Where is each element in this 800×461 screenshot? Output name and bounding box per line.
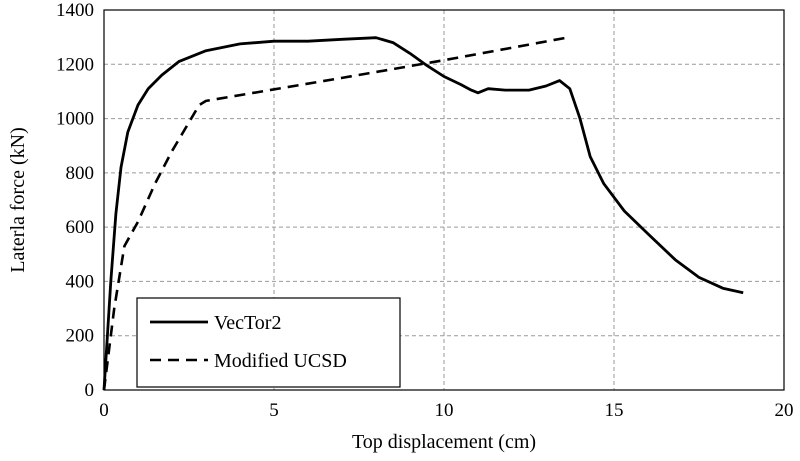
y-tick-label: 1200	[56, 54, 94, 75]
y-tick-label: 200	[66, 326, 95, 347]
y-tick-label: 800	[66, 163, 95, 184]
x-tick-label: 5	[269, 400, 279, 421]
x-axis-title: Top displacement (cm)	[352, 431, 536, 453]
y-tick-label: 600	[66, 217, 95, 238]
legend-label-vector2: VecTor2	[214, 312, 281, 334]
x-tick-label: 20	[775, 400, 794, 421]
y-tick-label: 1000	[56, 109, 94, 130]
y-tick-label: 0	[85, 380, 95, 401]
series-line-vector2	[102, 36, 744, 391]
legend-label-modified-ucsd: Modified UCSD	[214, 350, 347, 372]
y-axis-title: Laterla force (kN)	[7, 127, 29, 272]
legend: VecTor2 Modified UCSD	[136, 297, 401, 388]
x-tick-labels: 0 5 10 15 20	[99, 400, 793, 421]
gridlines	[104, 10, 784, 390]
y-tick-labels: 0 200 400 600 800 1000 1200 1400	[56, 0, 94, 401]
series-group	[102, 35, 744, 391]
y-tick-label: 1400	[56, 0, 94, 21]
x-tick-label: 0	[99, 400, 109, 421]
x-tick-label: 10	[435, 400, 454, 421]
x-tick-label: 15	[605, 400, 624, 421]
y-tick-label: 400	[66, 271, 95, 292]
plot-area-frame	[103, 9, 785, 391]
legend-box	[136, 297, 401, 388]
